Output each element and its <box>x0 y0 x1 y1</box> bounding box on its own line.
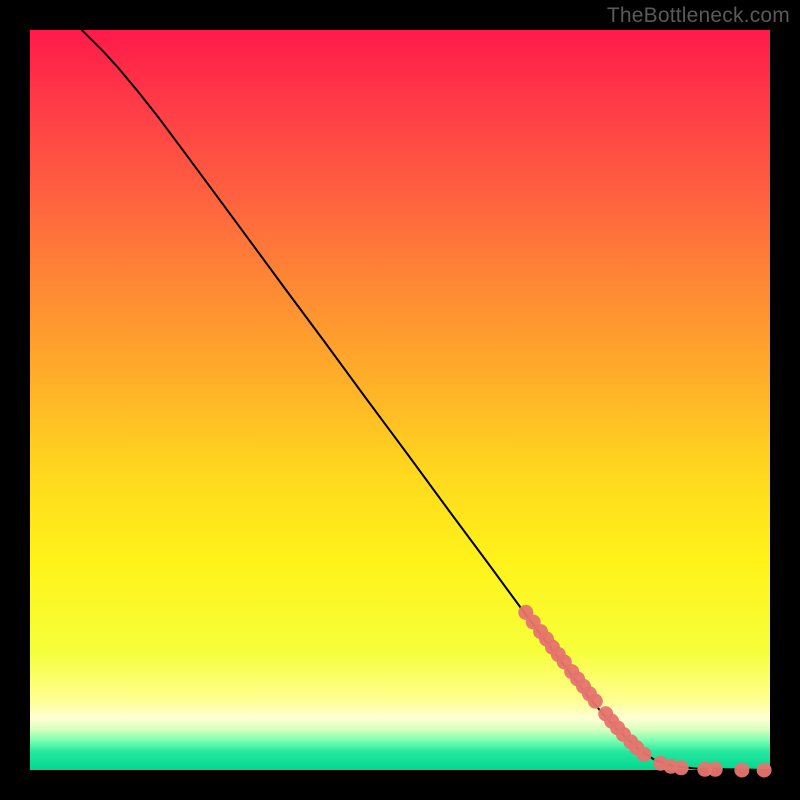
data-marker <box>637 747 652 762</box>
data-marker <box>674 760 689 775</box>
data-marker <box>757 763 772 778</box>
plot-background <box>30 30 770 770</box>
data-marker <box>734 763 749 778</box>
chart-svg <box>0 0 800 800</box>
data-marker <box>588 694 603 709</box>
watermark-text: TheBottleneck.com <box>607 4 790 28</box>
chart-container: TheBottleneck.com <box>0 0 800 800</box>
data-marker <box>708 762 723 777</box>
